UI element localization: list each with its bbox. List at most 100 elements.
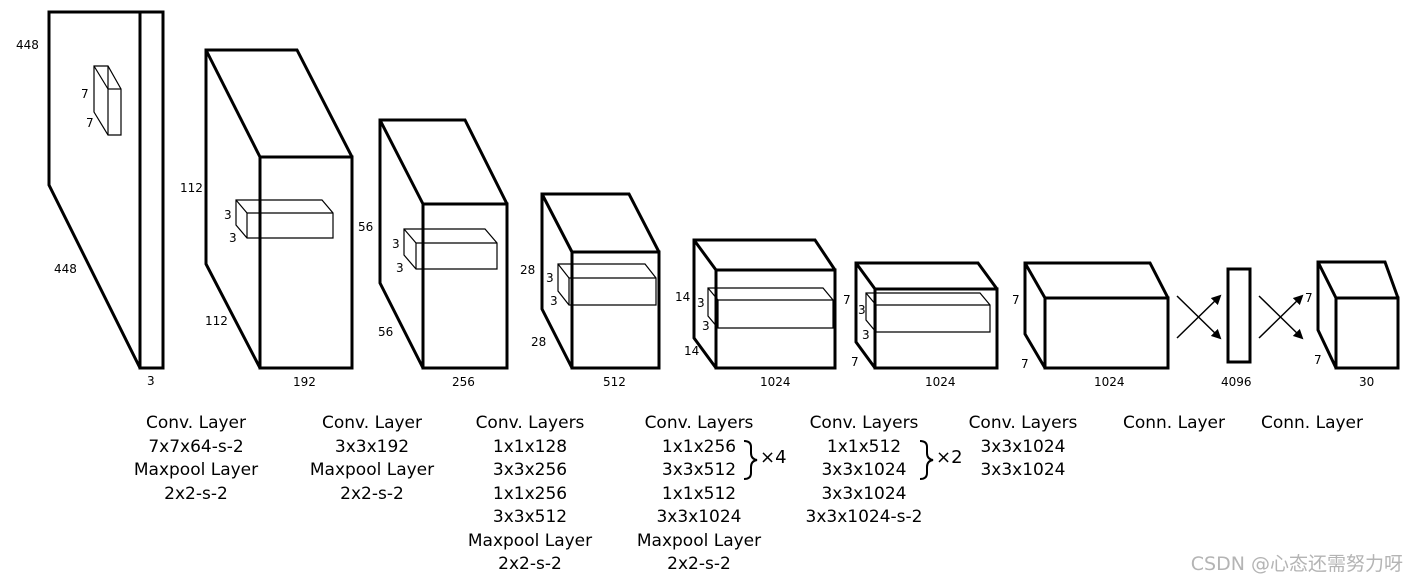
- caption-line: Maxpool Layer: [467, 530, 593, 551]
- caption-line: 3x3x1024: [656, 507, 742, 527]
- output-volume-7x7x30: [1316, 260, 1400, 370]
- caption-line: Maxpool Layer: [636, 530, 762, 551]
- stage5-kernel-h-label: 3: [858, 303, 866, 317]
- caption-line: 3x3x192: [334, 436, 410, 457]
- caption-line: 3x3x1024: [980, 460, 1066, 480]
- caption-line: 2x2-s-2: [667, 554, 731, 574]
- stage3-height-label: 28: [520, 263, 535, 277]
- volume-56x56x256: [378, 118, 509, 370]
- kernel-3x3-stage5: [865, 292, 991, 333]
- stage3-depth-label: 512: [603, 375, 626, 389]
- stage2-width-label: 56: [378, 325, 393, 339]
- kernel-3x3-stage2: [403, 228, 498, 270]
- caption-line: 3x3x1024: [821, 460, 907, 480]
- stage6-width-label: 7: [1021, 357, 1029, 371]
- volume-7x7x1024-a: [854, 261, 999, 370]
- caption-line: 1x1x128: [492, 436, 568, 457]
- connection-cross-1: [1176, 294, 1222, 340]
- volume-7x7x1024-b: [1023, 261, 1170, 370]
- kernel-3x3-stage4: [707, 287, 834, 329]
- conn-layer-2-caption: Conn. Layer: [1237, 412, 1387, 436]
- input-kernel-7x7: [93, 65, 122, 136]
- input-height-label: 448: [16, 38, 39, 52]
- repeat-brace-x2: ×2: [919, 440, 963, 480]
- stage2-kernel-h-label: 3: [392, 237, 400, 251]
- fc-layer-4096: [1226, 267, 1252, 364]
- stage6-height-label: 7: [1012, 293, 1020, 307]
- caption-line: Conv. Layers: [644, 413, 754, 433]
- caption-line: 2x2-s-2: [164, 483, 228, 504]
- stage6-caption: Conv. Layers 3x3x1024 3x3x1024: [948, 412, 1098, 483]
- stage5-depth-label: 1024: [925, 375, 956, 389]
- repeat-x2-label: ×2: [936, 447, 963, 468]
- stage3-width-label: 28: [531, 335, 546, 349]
- repeat-x4-label: ×4: [760, 447, 787, 468]
- caption-line: 2x2-s-2: [498, 554, 562, 574]
- caption-line: 3x3x256: [492, 460, 568, 480]
- conn-layer-1-caption: Conn. Layer: [1099, 412, 1249, 436]
- stage4-height-label: 14: [675, 290, 690, 304]
- stage1-height-label: 112: [180, 181, 203, 195]
- volume-28x28x512: [540, 192, 661, 370]
- stage3-kernel-h-label: 3: [546, 271, 554, 285]
- stage1-depth-label: 192: [293, 375, 316, 389]
- caption-line: 3x3x1024: [821, 483, 907, 504]
- output-depth-label: 30: [1359, 375, 1374, 389]
- input-depth-label: 3: [147, 374, 155, 388]
- output-height-label: 7: [1305, 291, 1313, 305]
- input-width-label: 448: [54, 262, 77, 276]
- watermark: CSDN @心态还需努力呀: [1190, 553, 1403, 575]
- stage4-kernel-h-label: 3: [697, 296, 705, 310]
- caption-line: 1x1x512: [661, 483, 737, 504]
- caption-line: Maxpool Layer: [309, 460, 435, 480]
- caption-line: Conv. Layers: [809, 413, 919, 433]
- stage1-kernel-w-label: 3: [229, 231, 237, 245]
- input-kernel-h-label: 7: [81, 87, 89, 101]
- stage5-kernel-w-label: 3: [862, 328, 870, 342]
- stage3-kernel-w-label: 3: [550, 294, 558, 308]
- caption-line: 7x7x64-s-2: [148, 436, 244, 457]
- stage2-depth-label: 256: [452, 375, 475, 389]
- caption-line: 3x3x512: [492, 507, 568, 527]
- stage3-caption: Conv. Layers 1x1x128 3x3x256 1x1x256 3x3…: [455, 412, 605, 577]
- stage2-caption: Conv. Layer 3x3x192 Maxpool Layer 2x2-s-…: [297, 412, 447, 506]
- caption-line: Conn. Layer: [1122, 413, 1226, 433]
- caption-line: Conv. Layer: [322, 413, 422, 433]
- stage2-kernel-w-label: 3: [396, 261, 404, 275]
- caption-line: Conv. Layers: [475, 413, 585, 433]
- caption-line: 3x3x512: [661, 460, 737, 480]
- connection-cross-2: [1258, 294, 1304, 340]
- caption-line: 1x1x256: [661, 436, 737, 457]
- input-kernel-w-label: 7: [86, 116, 94, 130]
- output-width-label: 7: [1314, 353, 1322, 367]
- caption-line: 3x3x1024: [980, 436, 1066, 457]
- stage4-width-label: 14: [684, 344, 699, 358]
- stage2-height-label: 56: [358, 220, 373, 234]
- stage4-caption: Conv. Layers 1x1x256 3x3x512 1x1x512 3x3…: [624, 412, 774, 577]
- stage1-width-label: 112: [205, 314, 228, 328]
- fc-depth-label: 4096: [1221, 375, 1252, 389]
- caption-line: Conv. Layer: [146, 413, 246, 433]
- volume-14x14x1024: [692, 238, 837, 370]
- caption-line: 1x1x256: [492, 483, 568, 504]
- input-volume: [47, 10, 165, 370]
- stage5-height-label: 7: [843, 293, 851, 307]
- caption-line: 1x1x512: [826, 436, 902, 457]
- stage1-kernel-h-label: 3: [224, 208, 232, 222]
- kernel-3x3-stage1: [235, 199, 334, 239]
- caption-line: 3x3x1024-s-2: [805, 507, 923, 527]
- stage5-width-label: 7: [851, 355, 859, 369]
- stage6-depth-label: 1024: [1094, 375, 1125, 389]
- volume-112x112x192: [204, 48, 354, 370]
- stage5-caption: Conv. Layers 1x1x512 3x3x1024 3x3x1024 3…: [789, 412, 939, 530]
- caption-line: Conv. Layers: [968, 413, 1078, 433]
- stage4-kernel-w-label: 3: [702, 319, 710, 333]
- caption-line: 2x2-s-2: [340, 483, 404, 504]
- kernel-3x3-stage3: [557, 263, 657, 306]
- caption-line: Conn. Layer: [1260, 413, 1364, 433]
- repeat-brace-x4: ×4: [743, 440, 787, 480]
- caption-line: Maxpool Layer: [133, 460, 259, 480]
- stage4-depth-label: 1024: [760, 375, 791, 389]
- stage1-caption: Conv. Layer 7x7x64-s-2 Maxpool Layer 2x2…: [121, 412, 271, 506]
